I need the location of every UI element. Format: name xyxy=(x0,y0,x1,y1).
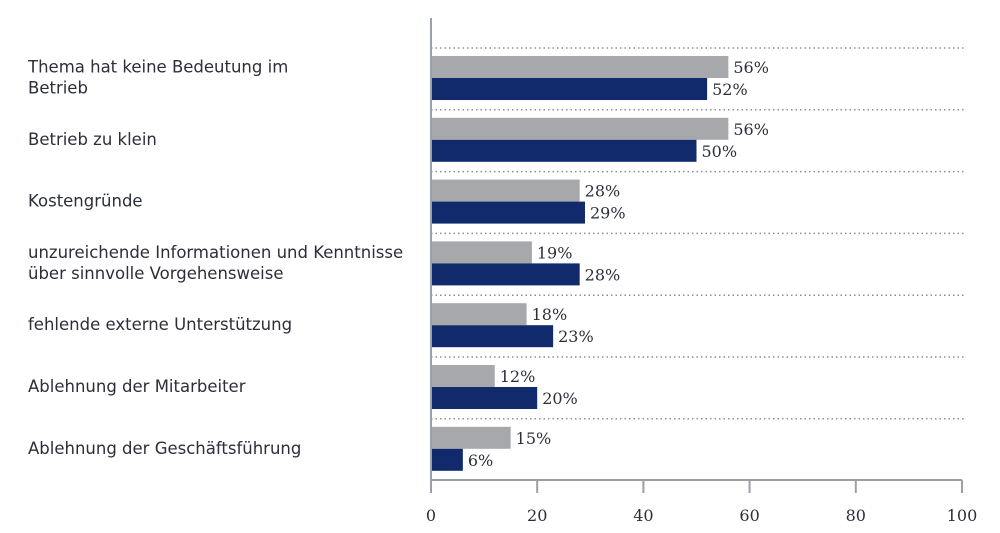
data-label-series-1-7: 15% xyxy=(516,429,552,448)
bar-series-1-7 xyxy=(431,426,511,449)
bar-series-2-6 xyxy=(431,387,538,409)
data-label-series-2-7: 6% xyxy=(468,451,493,470)
bar-series-2-7 xyxy=(431,448,463,471)
data-label-series-2-5: 23% xyxy=(558,327,594,346)
bar-series-1-4 xyxy=(431,241,532,264)
bar-series-2-4 xyxy=(431,263,580,286)
x-tick-label: 20 xyxy=(527,506,547,525)
category-label-1: Thema hat keine Bedeutung im xyxy=(27,58,288,77)
bar-series-2-1 xyxy=(431,78,708,100)
category-label-7: Ablehnung der Geschäftsführung xyxy=(28,439,301,458)
category-label-1: Betrieb xyxy=(28,79,88,98)
data-label-series-1-6: 12% xyxy=(500,367,536,386)
data-label-series-1-2: 56% xyxy=(733,120,769,139)
data-label-series-1-3: 28% xyxy=(585,182,621,201)
bar-series-1-2 xyxy=(431,117,729,140)
data-label-series-1-1: 56% xyxy=(733,58,769,77)
bar-series-2-5 xyxy=(431,325,554,348)
category-label-4: unzureichende Informationen und Kenntnis… xyxy=(28,243,403,262)
data-label-series-2-1: 52% xyxy=(712,80,748,99)
bar-series-2-3 xyxy=(431,201,585,224)
category-label-4: über sinnvolle Vorgehensweise xyxy=(28,264,284,283)
x-tick-label: 60 xyxy=(739,506,759,525)
data-label-series-2-3: 29% xyxy=(590,204,626,223)
x-tick-label: 40 xyxy=(633,506,653,525)
category-label-5: fehlende externe Unterstützung xyxy=(28,315,292,334)
category-label-2: Betrieb zu klein xyxy=(28,130,157,149)
data-label-series-1-5: 18% xyxy=(532,305,568,324)
data-label-series-2-2: 50% xyxy=(702,142,738,161)
data-label-series-1-4: 19% xyxy=(537,243,573,262)
x-tick-label: 100 xyxy=(947,506,978,525)
data-label-series-2-4: 28% xyxy=(585,265,621,284)
bar-series-1-1 xyxy=(431,56,729,78)
bar-series-1-3 xyxy=(431,179,580,202)
category-label-3: Kostengründe xyxy=(28,192,143,211)
data-label-series-2-6: 20% xyxy=(542,389,578,408)
bar-series-1-5 xyxy=(431,303,527,326)
category-label-6: Ablehnung der Mitarbeiter xyxy=(28,377,246,396)
bar-series-1-6 xyxy=(431,365,495,387)
x-tick-label: 80 xyxy=(846,506,866,525)
x-tick-label: 0 xyxy=(426,506,436,525)
bar-series-2-2 xyxy=(431,139,697,162)
